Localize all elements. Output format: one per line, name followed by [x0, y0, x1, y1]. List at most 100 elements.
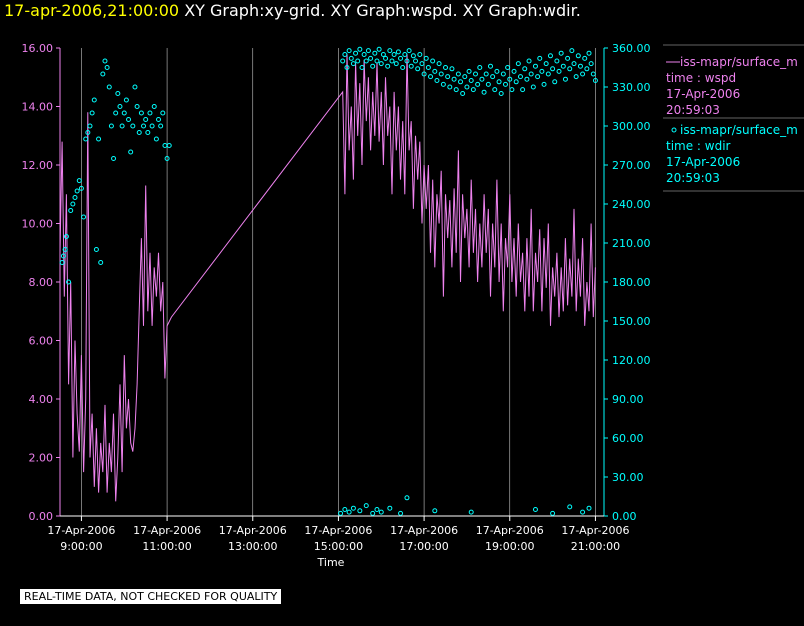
wdir-point [359, 65, 365, 70]
wdir-point [537, 55, 543, 61]
wdir-point [535, 74, 541, 80]
wdir-point [413, 58, 419, 64]
wdir-point [406, 48, 412, 54]
wdir-point [404, 495, 410, 501]
wdir-point [153, 136, 159, 142]
wdir-point [66, 279, 72, 285]
right-tick-label: 150.00 [612, 315, 651, 328]
x-tick-date: 17-Apr-2006 [133, 524, 201, 537]
legend-wdir-name: iss-mapr/surface_m [680, 123, 798, 137]
left-tick-label: 16.00 [22, 42, 54, 55]
wdir-point [417, 52, 423, 57]
right-tick-label: 270.00 [612, 159, 651, 172]
wdir-point [479, 76, 485, 82]
series-wdir [59, 46, 598, 516]
wdir-point [423, 55, 429, 61]
left-tick-label: 8.00 [29, 276, 54, 289]
wdir-point [72, 195, 78, 200]
left-axis-ticks: 0.00 2.00 4.00 6.00 8.00 10.00 12.00 14.00 16.00 [22, 42, 60, 523]
wdir-point [363, 503, 369, 509]
wdir-point [586, 505, 592, 511]
right-tick-label: 30.00 [612, 471, 644, 484]
left-tick-label: 6.00 [29, 335, 54, 348]
title-graph-list: XY Graph:xy-grid. XY Graph:wspd. XY Grap… [184, 1, 581, 20]
left-tick-label: 0.00 [29, 510, 54, 523]
right-tick-label: 180.00 [612, 276, 651, 289]
right-tick-label: 90.00 [612, 393, 644, 406]
x-tick-time: 17:00:00 [399, 540, 448, 553]
wdir-point [573, 74, 579, 80]
legend-wdir-date: 17-Apr-2006 [666, 155, 741, 169]
wdir-point [554, 58, 560, 64]
wdir-point [357, 46, 363, 52]
left-tick-label: 10.00 [22, 218, 54, 231]
wdir-point [586, 50, 592, 56]
wdir-point [511, 68, 517, 74]
wdir-point [59, 260, 65, 265]
wdir-point [346, 48, 352, 54]
wdir-point [121, 110, 127, 116]
left-tick-label: 14.00 [22, 101, 54, 114]
wdir-point [342, 52, 348, 57]
right-tick-label: 330.00 [612, 81, 651, 94]
series-wspd [59, 53, 596, 502]
wdir-point [517, 74, 523, 80]
wdir-point [355, 58, 361, 64]
wdir-point [372, 50, 378, 56]
wdir-point [440, 81, 446, 87]
wdir-point [166, 143, 172, 148]
wdir-point [492, 87, 498, 93]
x-axis-label: Time [317, 556, 345, 569]
wdir-point [539, 68, 545, 74]
wdir-point [87, 123, 93, 129]
wdir-point [528, 71, 534, 77]
wdir-point [419, 61, 425, 67]
legend-wspd-name: iss-mapr/surface_m [680, 55, 798, 69]
wdir-point [505, 65, 511, 70]
wdir-point [378, 509, 384, 515]
wdir-point [421, 71, 427, 77]
right-tick-label: 360.00 [612, 42, 651, 55]
wdir-point [128, 149, 134, 155]
x-tick-date: 17-Apr-2006 [561, 524, 629, 537]
left-tick-label: 12.00 [22, 159, 54, 172]
wdir-point [380, 52, 386, 57]
wdir-point [522, 66, 528, 72]
wdir-point [158, 123, 164, 129]
wdir-point [472, 71, 478, 77]
wdir-point [500, 71, 506, 77]
wdir-point [76, 178, 82, 184]
x-tick-date: 17-Apr-2006 [304, 524, 372, 537]
legend-wspd-time: 20:59:03 [666, 103, 720, 117]
wdir-point [85, 130, 91, 135]
wdir-point [462, 74, 468, 80]
axes-layer [59, 48, 605, 517]
wdir-point [434, 78, 440, 83]
wdir-point [490, 74, 496, 80]
wdir-point [113, 110, 119, 116]
wdir-point [102, 58, 108, 64]
wdir-point [483, 71, 489, 77]
wdir-point [338, 510, 344, 516]
wdir-point [344, 65, 350, 70]
wdir-point [408, 63, 414, 69]
wdir-point [466, 68, 472, 74]
wdir-point [115, 91, 121, 96]
wdir-point [62, 247, 68, 252]
wdir-point [387, 48, 393, 54]
wdir-point [453, 87, 459, 93]
right-axis-ticks: 0.00 30.00 60.00 90.00 120.00 150.00 180.00 210… [604, 42, 651, 523]
wdir-point [487, 63, 493, 69]
wdir-point [485, 81, 491, 87]
x-tick-date: 17-Apr-2006 [390, 524, 458, 537]
legend-wspd: iss-mapr/surface_m time : wspd 17-Apr-20… [666, 54, 798, 118]
wdir-point [410, 53, 416, 59]
wdir-point [350, 61, 356, 67]
wdir-point [132, 84, 138, 90]
wdir-point [108, 123, 114, 129]
wdir-point [515, 61, 521, 67]
wdir-point [96, 136, 102, 142]
wdir-point [451, 76, 457, 82]
x-tick-time: 19:00:00 [485, 540, 534, 553]
wdir-point [543, 61, 549, 67]
